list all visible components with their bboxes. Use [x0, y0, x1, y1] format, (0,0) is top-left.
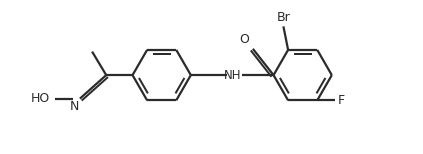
- Text: F: F: [338, 94, 345, 107]
- Text: O: O: [239, 33, 249, 46]
- Text: N: N: [70, 101, 79, 113]
- Text: Br: Br: [277, 11, 290, 24]
- Text: NH: NH: [223, 69, 241, 82]
- Text: HO: HO: [30, 92, 50, 105]
